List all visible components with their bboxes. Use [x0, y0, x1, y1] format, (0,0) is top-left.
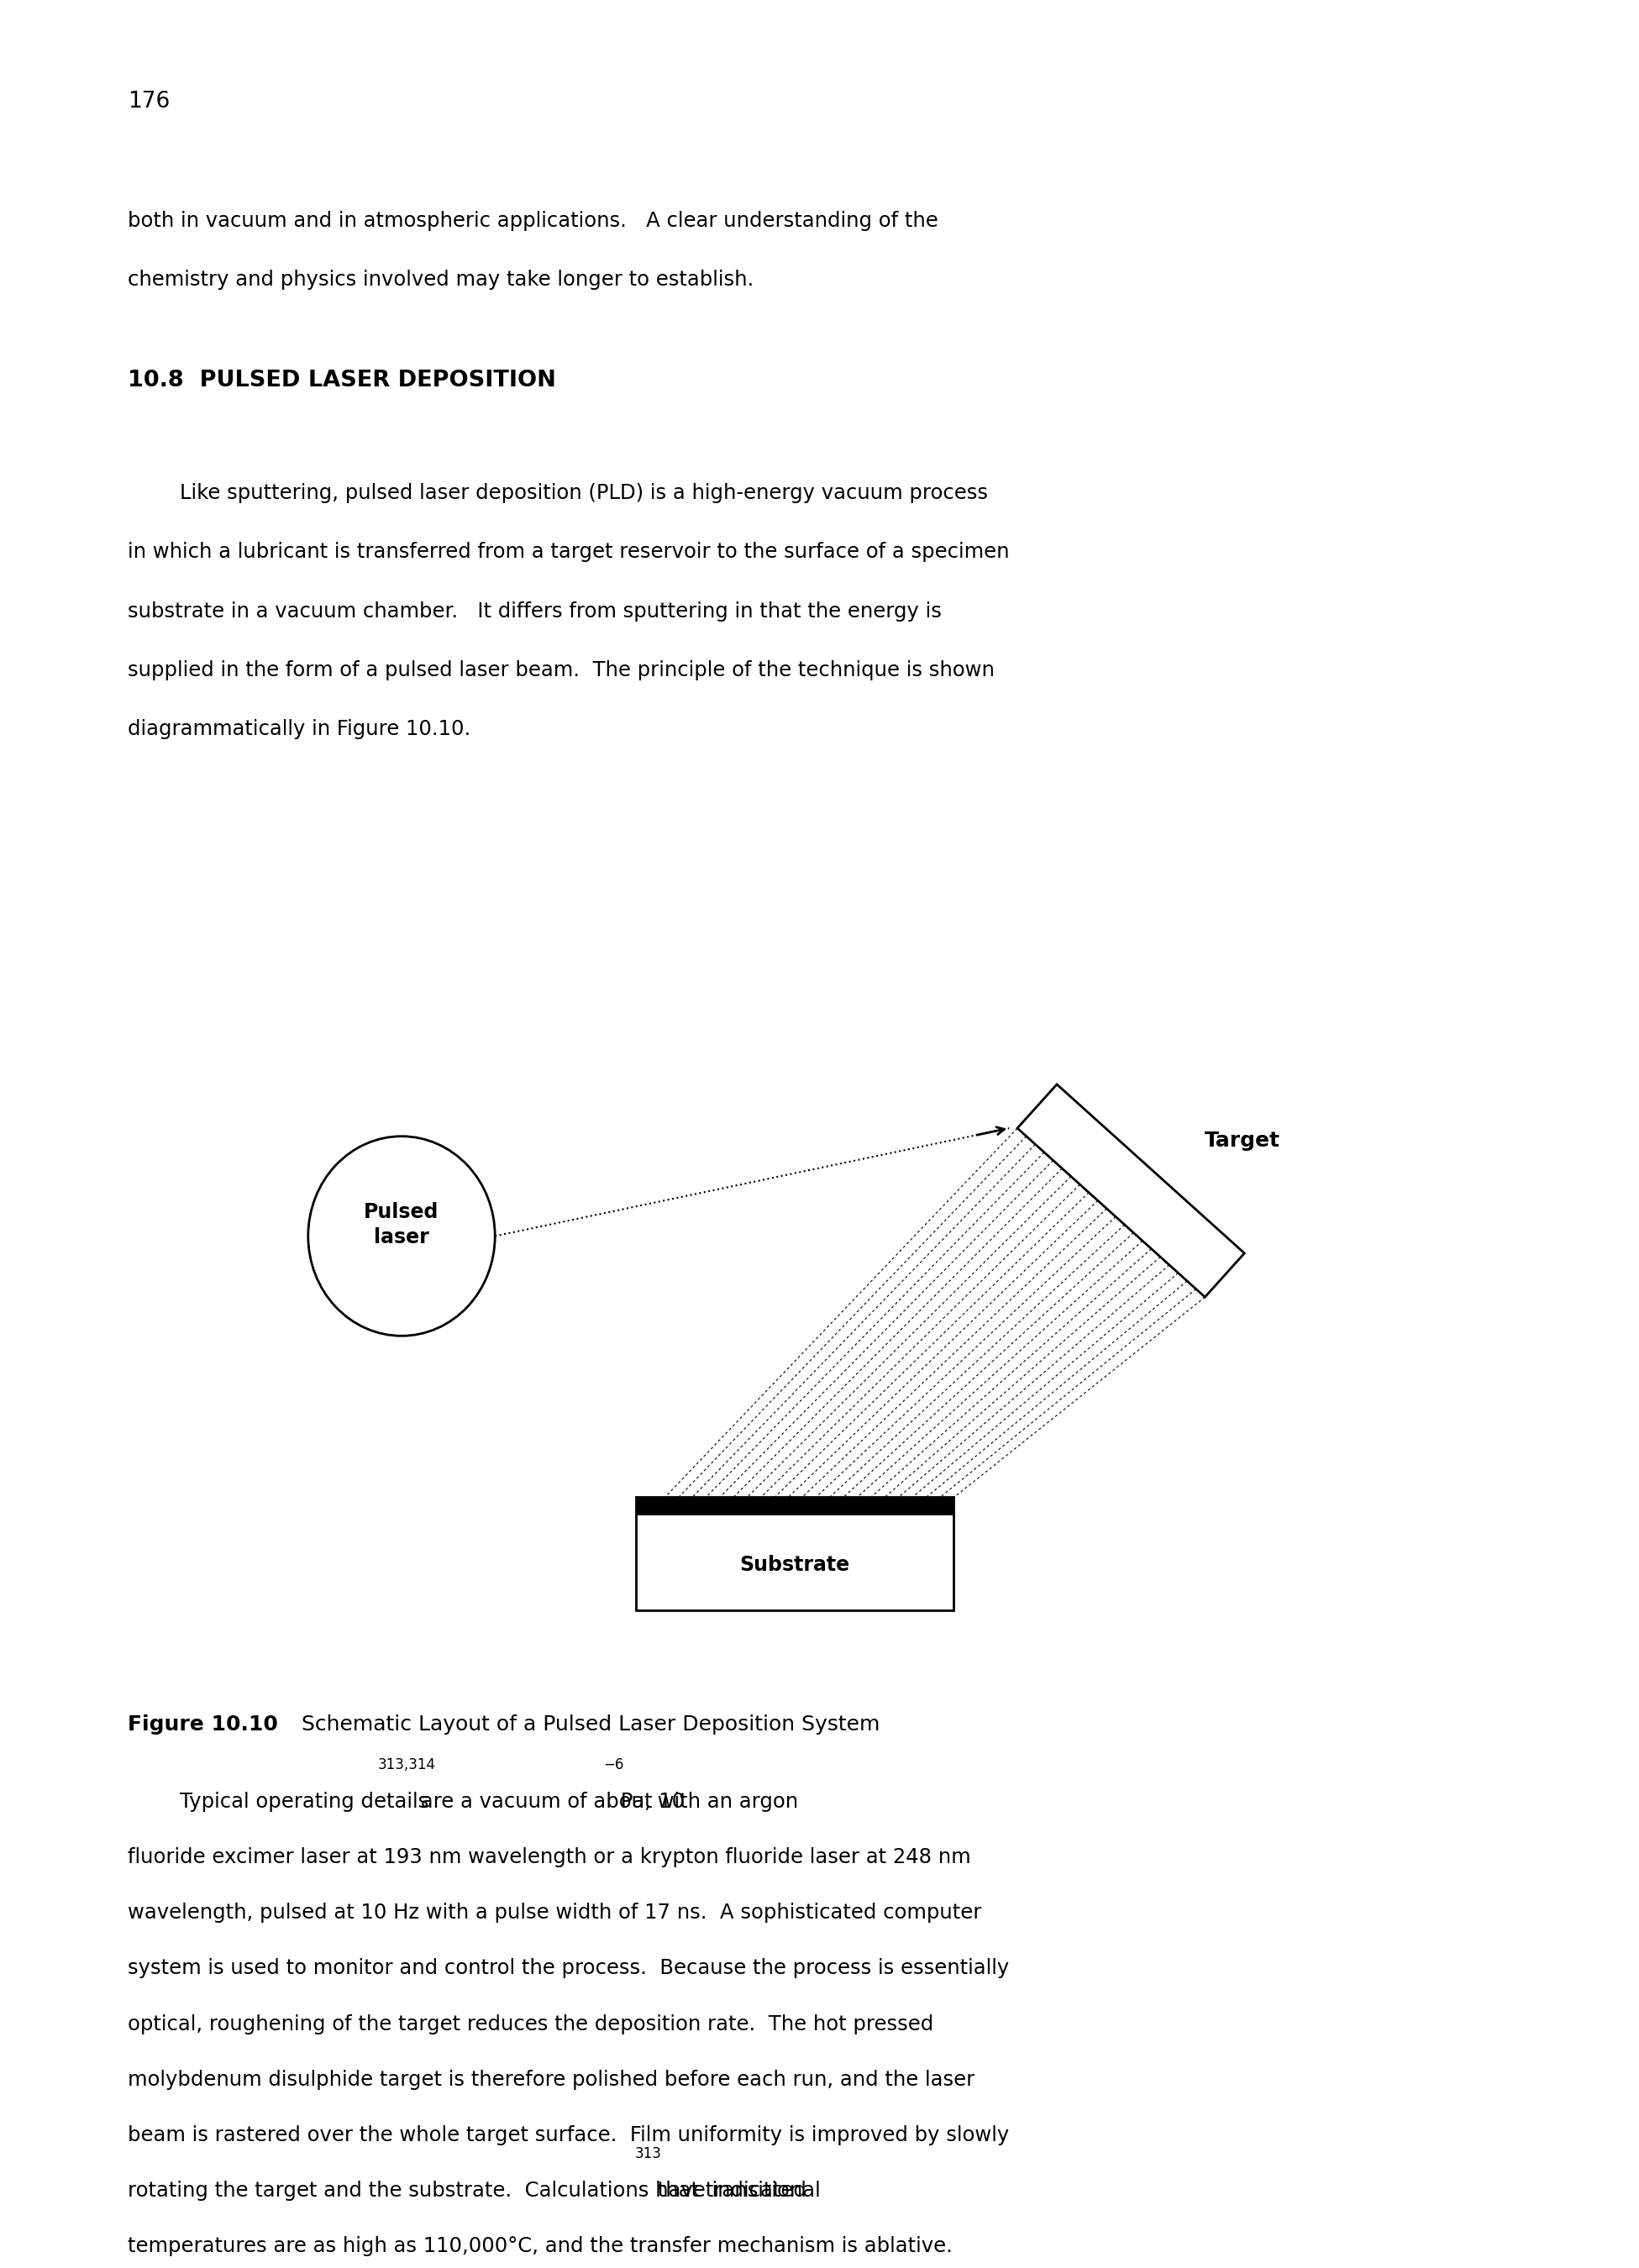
Text: Schematic Layout of a Pulsed Laser Deposition System: Schematic Layout of a Pulsed Laser Depos…	[288, 1715, 880, 1735]
Text: both in vacuum and in atmospheric applications.   A clear understanding of the: both in vacuum and in atmospheric applic…	[128, 211, 938, 231]
Text: supplied in the form of a pulsed laser beam.  The principle of the technique is : supplied in the form of a pulsed laser b…	[128, 660, 995, 680]
Text: 176: 176	[128, 91, 170, 113]
Text: optical, roughening of the target reduces the deposition rate.  The hot pressed: optical, roughening of the target reduce…	[128, 2014, 934, 2034]
Text: chemistry and physics involved may take longer to establish.: chemistry and physics involved may take …	[128, 270, 754, 290]
Bar	[636, 1497, 954, 1515]
Text: wavelength, pulsed at 10 Hz with a pulse width of 17 ns.  A sophisticated comput: wavelength, pulsed at 10 Hz with a pulse…	[128, 1903, 982, 1923]
Text: fluoride excimer laser at 193 nm wavelength or a krypton fluoride laser at 248 n: fluoride excimer laser at 193 nm wavelen…	[128, 1846, 970, 1867]
Text: substrate in a vacuum chamber.   It differs from sputtering in that the energy i: substrate in a vacuum chamber. It differ…	[128, 601, 942, 621]
Bar	[636, 1497, 954, 1610]
Text: molybdenum disulphide target is therefore polished before each run, and the lase: molybdenum disulphide target is therefor…	[128, 2071, 975, 2089]
Text: 313: 313	[636, 2146, 662, 2161]
Text: Pa, with an argon: Pa, with an argon	[613, 1792, 798, 1812]
Text: rotating the target and the substrate.  Calculations have indicated: rotating the target and the substrate. C…	[128, 2182, 806, 2200]
Text: Substrate: Substrate	[739, 1556, 851, 1574]
Text: that transitional: that transitional	[651, 2182, 820, 2200]
Text: Pulsed
laser: Pulsed laser	[364, 1202, 439, 1247]
Text: temperatures are as high as 110,000°C, and the transfer mechanism is ablative.: temperatures are as high as 110,000°C, a…	[128, 2236, 952, 2257]
Text: −6: −6	[603, 1758, 624, 1771]
Text: beam is rastered over the whole target surface.  Film uniformity is improved by : beam is rastered over the whole target s…	[128, 2125, 1010, 2146]
Text: Target: Target	[1205, 1132, 1280, 1150]
Text: Figure 10.10: Figure 10.10	[128, 1715, 279, 1735]
Ellipse shape	[308, 1136, 495, 1336]
Text: 10.8  PULSED LASER DEPOSITION: 10.8 PULSED LASER DEPOSITION	[128, 370, 556, 392]
Text: are a vacuum of about 10: are a vacuum of about 10	[415, 1792, 685, 1812]
Text: diagrammatically in Figure 10.10.: diagrammatically in Figure 10.10.	[128, 719, 470, 739]
Text: Typical operating details: Typical operating details	[128, 1792, 429, 1812]
Text: Like sputtering, pulsed laser deposition (PLD) is a high-energy vacuum process: Like sputtering, pulsed laser deposition…	[128, 483, 988, 503]
Polygon shape	[1018, 1084, 1244, 1297]
Text: in which a lubricant is transferred from a target reservoir to the surface of a : in which a lubricant is transferred from…	[128, 542, 1010, 562]
Text: system is used to monitor and control the process.  Because the process is essen: system is used to monitor and control th…	[128, 1960, 1010, 1978]
Text: 313,314: 313,314	[377, 1758, 436, 1771]
